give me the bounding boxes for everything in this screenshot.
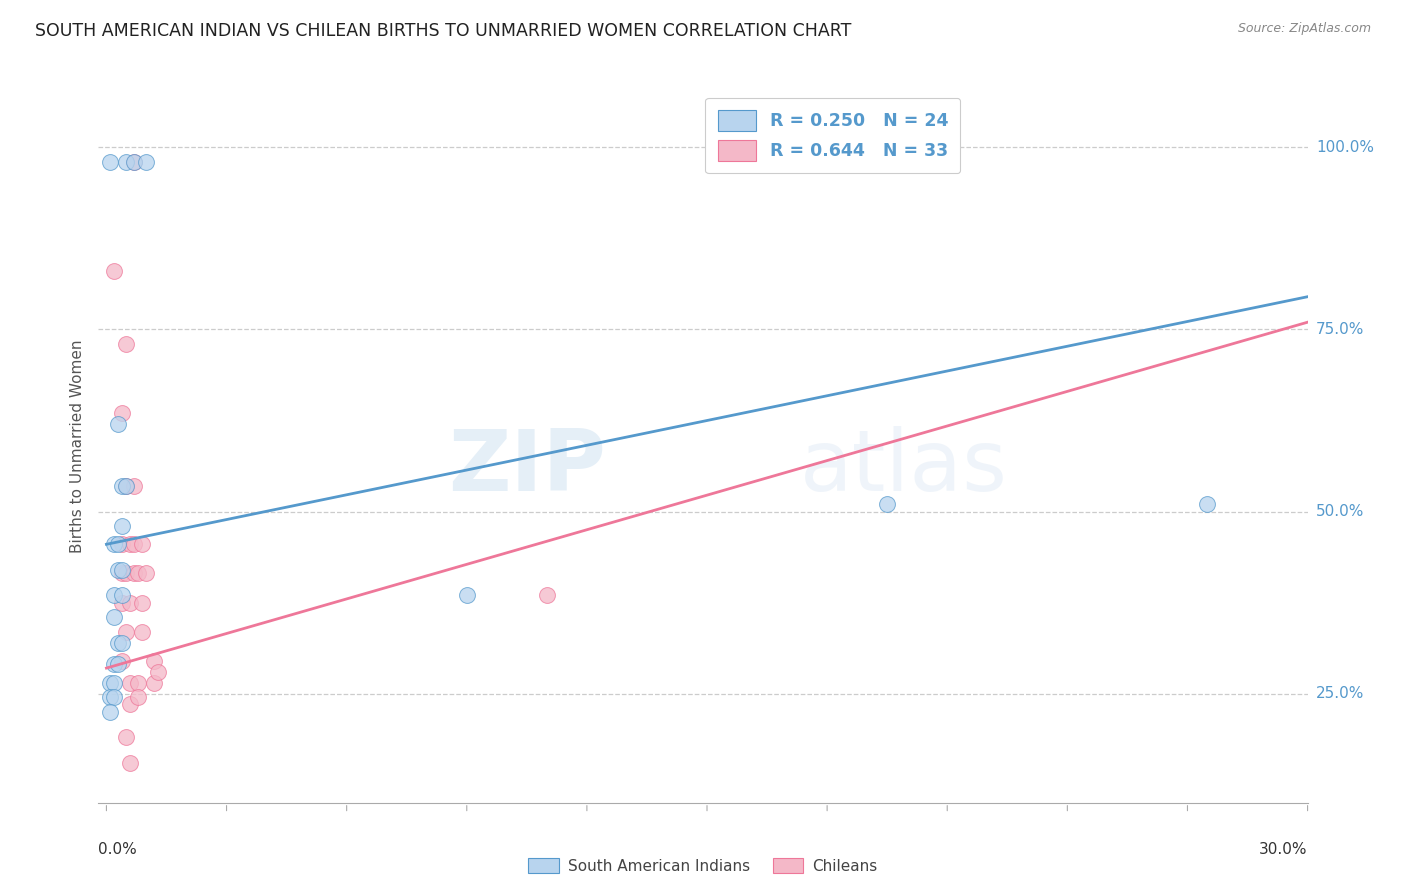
Point xyxy=(1197,497,1219,511)
Point xyxy=(111,519,134,533)
Point xyxy=(103,675,125,690)
Point xyxy=(796,155,818,169)
Point xyxy=(103,264,125,278)
Point xyxy=(115,731,138,745)
Point xyxy=(127,566,149,581)
Point xyxy=(143,654,166,668)
Text: atlas: atlas xyxy=(800,425,1008,509)
Legend: South American Indians, Chileans: South American Indians, Chileans xyxy=(522,852,884,880)
Point xyxy=(536,588,558,602)
Point xyxy=(111,596,134,610)
Point xyxy=(107,537,129,551)
Text: ZIP: ZIP xyxy=(449,425,606,509)
Point xyxy=(115,479,138,493)
Point xyxy=(127,690,149,705)
Point xyxy=(124,566,146,581)
Point xyxy=(111,479,134,493)
Point xyxy=(111,566,134,581)
Point xyxy=(111,635,134,649)
Text: Source: ZipAtlas.com: Source: ZipAtlas.com xyxy=(1237,22,1371,36)
Point xyxy=(876,497,898,511)
Point xyxy=(111,406,134,420)
Point xyxy=(143,675,166,690)
Point xyxy=(120,675,142,690)
Point xyxy=(107,657,129,672)
Point xyxy=(120,537,142,551)
Point xyxy=(124,155,146,169)
Point xyxy=(135,155,157,169)
Point xyxy=(127,675,149,690)
Y-axis label: Births to Unmarried Women: Births to Unmarried Women xyxy=(69,339,84,553)
Point xyxy=(115,155,138,169)
Point xyxy=(124,155,146,169)
Point xyxy=(120,756,142,770)
Point xyxy=(103,588,125,602)
Point xyxy=(111,588,134,602)
Point xyxy=(103,657,125,672)
Point xyxy=(111,537,134,551)
Point xyxy=(115,624,138,639)
Point xyxy=(100,675,122,690)
Point xyxy=(103,537,125,551)
Point xyxy=(135,566,157,581)
Point xyxy=(120,698,142,712)
Text: 75.0%: 75.0% xyxy=(1316,322,1364,337)
Point xyxy=(111,563,134,577)
Point xyxy=(107,563,129,577)
Point xyxy=(103,610,125,624)
Text: 25.0%: 25.0% xyxy=(1316,686,1364,701)
Point xyxy=(120,596,142,610)
Point xyxy=(100,690,122,705)
Point xyxy=(131,537,153,551)
Text: 100.0%: 100.0% xyxy=(1316,140,1374,155)
Point xyxy=(115,566,138,581)
Point xyxy=(131,624,153,639)
Point xyxy=(124,537,146,551)
Point xyxy=(111,654,134,668)
Point xyxy=(100,705,122,719)
Point xyxy=(115,337,138,351)
Text: 30.0%: 30.0% xyxy=(1260,842,1308,857)
Point xyxy=(124,479,146,493)
Point xyxy=(131,596,153,610)
Point xyxy=(148,665,170,679)
Point xyxy=(115,479,138,493)
Point xyxy=(456,588,478,602)
Point xyxy=(107,417,129,432)
Text: 50.0%: 50.0% xyxy=(1316,504,1364,519)
Point xyxy=(103,690,125,705)
Point xyxy=(107,635,129,649)
Text: SOUTH AMERICAN INDIAN VS CHILEAN BIRTHS TO UNMARRIED WOMEN CORRELATION CHART: SOUTH AMERICAN INDIAN VS CHILEAN BIRTHS … xyxy=(35,22,852,40)
Legend: R = 0.250   N = 24, R = 0.644   N = 33: R = 0.250 N = 24, R = 0.644 N = 33 xyxy=(706,98,960,173)
Point xyxy=(100,155,122,169)
Text: 0.0%: 0.0% xyxy=(98,842,138,857)
